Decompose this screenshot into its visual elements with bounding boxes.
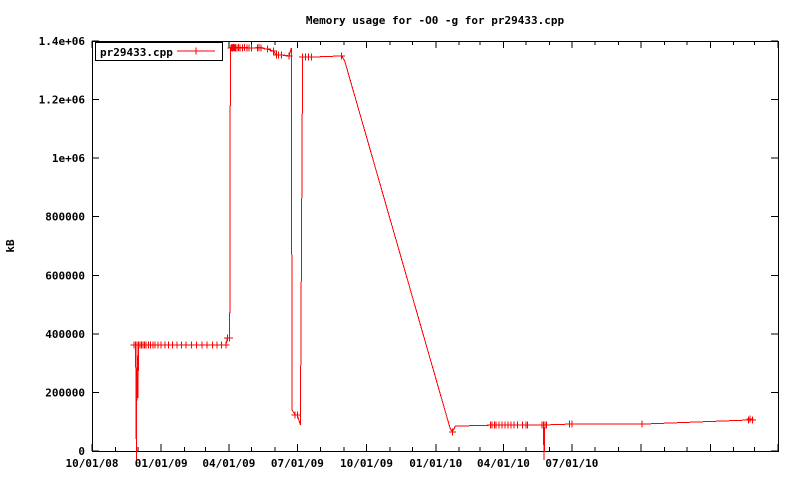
x-tick-label: 01/01/09: [135, 457, 188, 470]
y-tick-label: 800000: [45, 211, 85, 224]
legend: pr29433.cpp: [95, 42, 223, 61]
legend-line-sample-icon: [177, 47, 215, 55]
x-tick-label: 10/01/09: [340, 457, 393, 470]
x-tick-label: 10/01/08: [66, 457, 119, 470]
x-tick-label: 01/01/10: [409, 457, 462, 470]
axes: 10/01/08 01/01/09 04/01/09 07/01/09 10/01/09…: [39, 35, 779, 470]
series-plus-markers: [130, 43, 756, 436]
x-tick-label: 04/01/09: [202, 457, 255, 470]
x-tick-label: 07/01/10: [545, 457, 598, 470]
y-axis-label: kB: [4, 239, 17, 253]
y-tick-label: 1e+06: [52, 152, 85, 165]
y-tick-label: 200000: [45, 386, 85, 399]
series-line: [134, 46, 753, 461]
data-series: [130, 43, 756, 461]
y-tick-label: 1.4e+06: [39, 35, 86, 48]
y-tick-label: 0: [78, 445, 85, 458]
x-tick-label: 04/01/10: [477, 457, 530, 470]
legend-box: [95, 42, 223, 61]
y-tick-label: 600000: [45, 269, 85, 282]
y-tick-label: 400000: [45, 328, 85, 341]
plot-border: [92, 41, 779, 452]
x-tick-label: 07/01/09: [271, 457, 324, 470]
chart-title: Memory usage for -O0 -g for pr29433.cpp: [306, 14, 565, 27]
y-tick-label: 1.2e+06: [39, 94, 86, 107]
legend-series-label: pr29433.cpp: [100, 46, 173, 59]
